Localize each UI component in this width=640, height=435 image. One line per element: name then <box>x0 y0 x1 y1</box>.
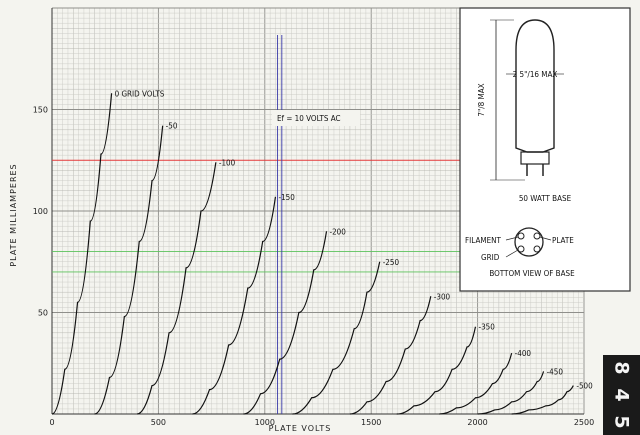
curve-line <box>51 93 113 415</box>
x-tick-label: 2000 <box>467 418 487 427</box>
base-diagram <box>514 227 544 257</box>
curve-line <box>439 352 513 415</box>
curve-line <box>243 231 328 415</box>
curve-label: -200 <box>330 227 347 236</box>
curve-label: -350 <box>478 323 495 332</box>
curves-layer <box>51 93 574 415</box>
curve-line <box>349 296 432 415</box>
tube-base <box>520 151 550 165</box>
max-height-label: 7"/8 MAX <box>477 83 486 116</box>
max-width-label: 2 5"/16 MAX <box>513 70 558 79</box>
curve-line <box>396 326 477 415</box>
curve-label: -500 <box>576 382 593 391</box>
curve-line <box>477 371 545 415</box>
x-tick-label: 1000 <box>255 418 275 427</box>
tube-digit: 4 <box>610 388 633 402</box>
x-tick-label: 500 <box>151 418 166 427</box>
curve-label: -250 <box>383 258 400 267</box>
curve-line <box>511 385 574 415</box>
tube-outline-inset: 2 5"/16 MAX 7"/8 MAX 50 WATT BASE FILAME… <box>459 7 631 292</box>
y-tick-label: 50 <box>38 309 48 318</box>
curve-line <box>292 261 381 415</box>
curve-label: -300 <box>434 292 451 301</box>
tube-type-label: 8 4 5 <box>603 355 640 435</box>
grid-pin-label: GRID <box>481 253 500 262</box>
curve-label: -50 <box>166 122 178 131</box>
y-tick-label: 150 <box>33 106 48 115</box>
curve-line <box>136 162 217 415</box>
tube-digit: 8 <box>610 361 633 375</box>
x-tick-label: 0 <box>49 418 54 427</box>
plate-pin-label: PLATE <box>552 236 574 245</box>
y-tick-label: 100 <box>33 207 48 216</box>
tube-digit: 5 <box>610 415 633 429</box>
filament-voltage-label: Ef = 10 VOLTS AC <box>277 114 341 123</box>
tube-envelope <box>515 19 555 153</box>
tick-labels-layer: 0 500 1000 1500 2000 2500 50 100 150 <box>33 106 594 428</box>
curve-labels-layer: 0 GRID VOLTS -50 -100 -150 -200 -250 -300 -350 -… <box>115 89 594 390</box>
base-label: 50 WATT BASE <box>519 194 572 203</box>
curve-label: -150 <box>278 193 295 202</box>
y-axis-label: PLATE MILLIAMPERES <box>9 163 18 266</box>
x-axis-label: PLATE VOLTS <box>269 424 332 433</box>
curve-line <box>94 125 164 415</box>
x-tick-label: 2500 <box>574 418 594 427</box>
curve-label: -450 <box>547 367 564 376</box>
curve-label: 0 GRID VOLTS <box>115 89 165 98</box>
filament-pin-label: FILAMENT <box>465 236 502 245</box>
curve-label: -100 <box>219 158 236 167</box>
filament-annotation: Ef = 10 VOLTS AC <box>272 110 360 126</box>
x-tick-label: 1500 <box>361 418 381 427</box>
curve-line <box>192 196 277 415</box>
curve-label: -400 <box>515 349 532 358</box>
bottom-view-label: BOTTOM VIEW OF BASE <box>489 269 575 278</box>
